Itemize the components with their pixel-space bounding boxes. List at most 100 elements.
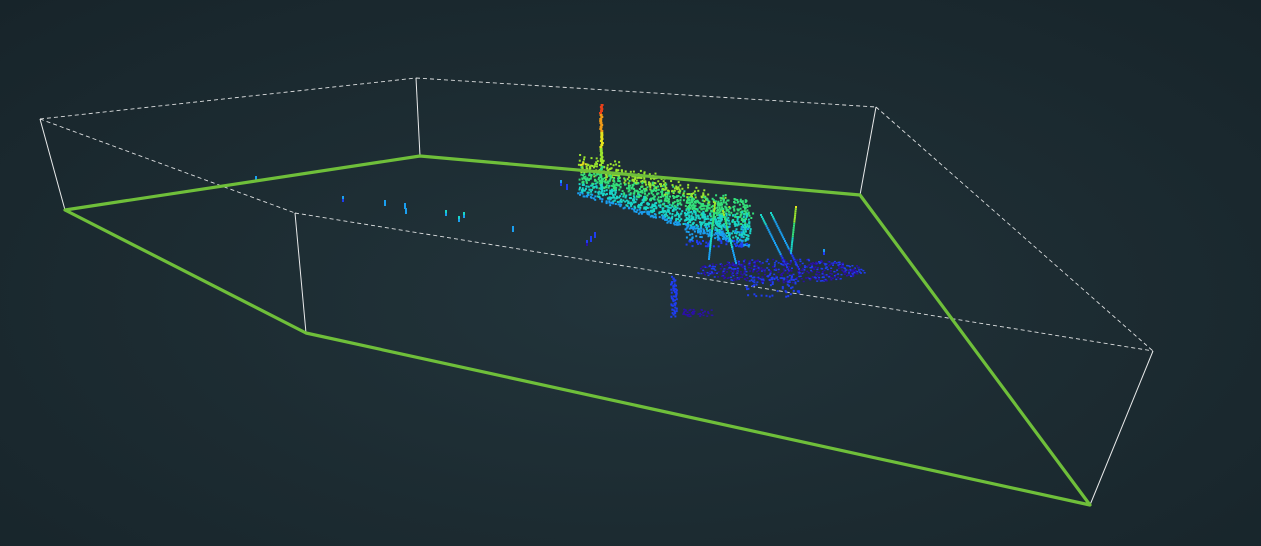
point xyxy=(707,217,710,220)
point xyxy=(675,307,678,310)
point xyxy=(736,231,739,234)
point xyxy=(684,219,687,221)
point xyxy=(742,216,745,218)
point xyxy=(780,232,783,235)
point xyxy=(763,221,766,224)
point xyxy=(662,203,664,206)
point xyxy=(752,212,755,215)
point xyxy=(634,176,637,179)
point xyxy=(599,160,603,162)
point xyxy=(757,269,760,272)
point xyxy=(792,273,795,276)
point xyxy=(837,276,840,279)
point xyxy=(674,221,677,223)
point xyxy=(724,218,726,220)
point xyxy=(744,207,747,210)
point xyxy=(648,213,651,216)
point xyxy=(771,294,774,297)
point xyxy=(728,267,731,269)
point xyxy=(625,204,628,207)
point xyxy=(741,274,744,276)
point xyxy=(711,271,714,274)
point xyxy=(642,201,645,203)
point xyxy=(706,215,709,218)
point xyxy=(684,228,687,231)
point xyxy=(674,306,677,309)
point xyxy=(808,264,811,266)
point xyxy=(674,291,676,294)
point xyxy=(694,196,697,199)
point xyxy=(767,228,770,231)
point xyxy=(732,274,735,277)
point xyxy=(786,268,789,270)
point xyxy=(808,259,811,262)
point xyxy=(727,239,730,242)
point xyxy=(786,266,789,269)
point xyxy=(727,276,730,279)
point xyxy=(768,295,771,298)
point xyxy=(255,176,257,179)
point xyxy=(693,230,696,233)
point xyxy=(739,276,741,279)
point xyxy=(623,178,626,181)
point xyxy=(728,232,731,235)
point xyxy=(734,213,737,216)
point xyxy=(780,259,783,261)
point xyxy=(720,216,723,219)
point xyxy=(751,259,754,261)
point xyxy=(727,230,729,232)
point xyxy=(790,249,793,252)
point xyxy=(762,279,765,282)
point xyxy=(637,196,640,199)
point xyxy=(863,272,866,274)
point xyxy=(767,269,770,271)
point xyxy=(782,280,785,282)
point xyxy=(737,221,740,224)
point xyxy=(744,228,747,231)
point xyxy=(756,260,759,262)
point xyxy=(842,265,845,267)
point xyxy=(604,178,607,181)
point xyxy=(797,280,800,282)
point xyxy=(720,219,723,222)
point xyxy=(719,214,722,217)
point xyxy=(643,206,646,209)
point xyxy=(590,184,593,187)
point xyxy=(784,290,787,293)
point xyxy=(732,264,735,266)
point xyxy=(625,194,628,197)
point xyxy=(748,221,751,224)
point xyxy=(727,219,730,222)
point xyxy=(753,293,756,296)
point xyxy=(758,260,761,263)
point xyxy=(713,206,716,208)
point xyxy=(754,268,757,270)
crop-polygon[interactable] xyxy=(63,154,1092,507)
point xyxy=(724,205,727,208)
point xyxy=(790,252,792,254)
point xyxy=(691,240,694,242)
point xyxy=(700,213,703,216)
point xyxy=(666,218,669,221)
point xyxy=(716,214,719,217)
point xyxy=(635,182,638,185)
point xyxy=(664,215,667,218)
point xyxy=(658,211,661,214)
point xyxy=(691,212,694,215)
point xyxy=(593,165,596,168)
point xyxy=(595,161,598,164)
point xyxy=(714,226,717,229)
point xyxy=(847,265,850,267)
point xyxy=(718,206,721,209)
point xyxy=(724,196,727,199)
point xyxy=(735,278,738,281)
point xyxy=(655,207,658,210)
point xyxy=(623,192,626,195)
point xyxy=(609,176,612,179)
point xyxy=(628,193,631,196)
point xyxy=(602,194,604,197)
point xyxy=(718,229,721,231)
point xyxy=(782,281,785,284)
